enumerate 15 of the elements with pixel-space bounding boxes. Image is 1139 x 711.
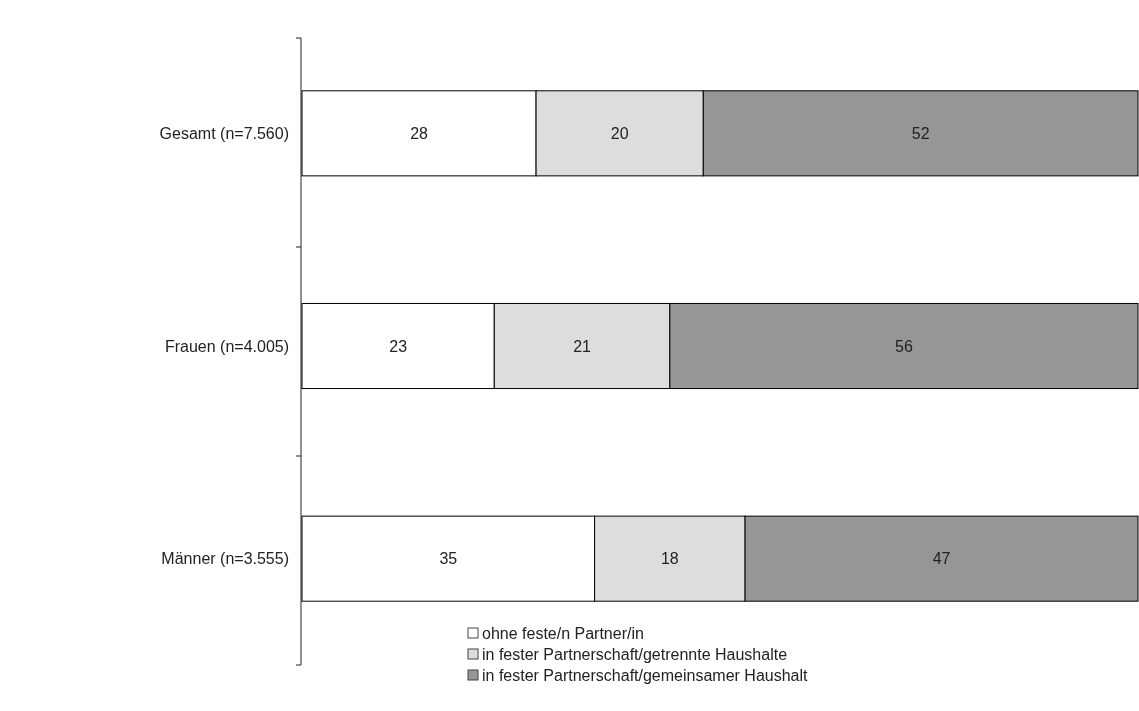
y-tick-label: Gesamt (n=7.560) <box>159 124 289 142</box>
data-label: 52 <box>911 124 930 142</box>
y-tick-label: Frauen (n=4.005) <box>164 337 289 355</box>
data-label: 18 <box>660 550 679 568</box>
data-label: 28 <box>410 124 429 142</box>
data-label: 56 <box>895 337 913 355</box>
data-label: 21 <box>573 337 592 355</box>
y-tick-label: Männer (n=3.555) <box>161 550 289 568</box>
legend-label: in fester Partnerschaft/getrennte Haushalte <box>482 645 788 663</box>
data-label: 23 <box>389 337 408 355</box>
series-label: ohne feste/n Partner/in <box>482 624 644 642</box>
data-label: 47 <box>932 550 951 568</box>
data-label: 20 <box>610 124 629 142</box>
data-label: 35 <box>439 550 458 568</box>
legend-label: in fester Partnerschaft/gemeinsamer Haushalt <box>482 666 809 684</box>
